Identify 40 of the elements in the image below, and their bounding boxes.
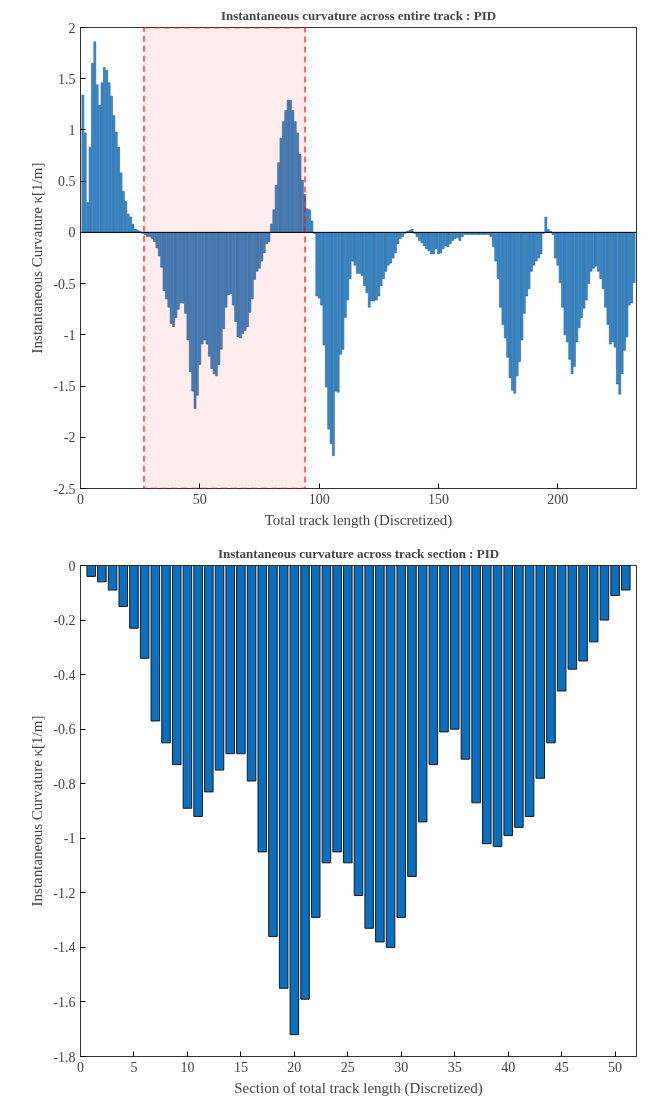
- x-tick-label: 50: [608, 1059, 623, 1075]
- x-tick-label: 20: [287, 1059, 302, 1075]
- y-tick-label: -1: [63, 831, 76, 847]
- x-tick-label: 45: [554, 1059, 569, 1075]
- y-tick-label: -1.5: [53, 379, 76, 395]
- y-tick-label: -0.2: [53, 613, 76, 629]
- y-axis-title: Instantaneous Curvature κ[1/m]: [29, 162, 46, 354]
- chart-title: Instantaneous curvature across entire track : PID: [220, 7, 497, 23]
- x-tick-label: 25: [340, 1059, 355, 1075]
- x-tick-label: 200: [547, 491, 569, 507]
- y-tick-label: -0.6: [53, 722, 76, 738]
- x-tick-label: 35: [447, 1059, 462, 1075]
- x-axis-title: Total track length (Discretized): [264, 511, 453, 529]
- x-axis-title: Section of total track length (Discretized): [234, 1079, 483, 1097]
- y-tick-label: -1.6: [53, 994, 76, 1010]
- y-tick-label: -2: [63, 430, 76, 446]
- y-tick-label: -0.8: [53, 776, 76, 792]
- y-tick-label: -1.4: [53, 940, 76, 956]
- x-tick-label: 10: [180, 1059, 195, 1075]
- x-tick-label: 40: [501, 1059, 516, 1075]
- x-tick-label: 15: [233, 1059, 248, 1075]
- y-tick-label: -0.5: [53, 276, 76, 292]
- y-tick-label: 2: [68, 20, 76, 36]
- y-tick-label: -1.8: [53, 1049, 76, 1065]
- y-tick-label: 0: [68, 225, 76, 241]
- x-tick-label: 50: [192, 491, 207, 507]
- x-tick-label: 5: [130, 1059, 138, 1075]
- y-tick-label: -0.4: [53, 667, 76, 683]
- y-tick-label: 0.5: [58, 174, 76, 190]
- y-axis-title: Instantaneous Curvature κ[1/m]: [29, 715, 46, 907]
- x-tick-label: 150: [427, 491, 449, 507]
- chart-title: Instantaneous curvature across track section : PID: [217, 545, 500, 561]
- y-tick-label: -1.2: [53, 885, 76, 901]
- y-tick-label: -2.5: [53, 481, 76, 497]
- y-tick-label: 1.5: [58, 71, 76, 87]
- y-tick-label: 0: [68, 558, 76, 574]
- y-tick-label: -1: [63, 327, 76, 343]
- x-tick-label: 30: [394, 1059, 409, 1075]
- y-tick-label: 1: [68, 122, 76, 138]
- x-tick-label: 100: [308, 491, 330, 507]
